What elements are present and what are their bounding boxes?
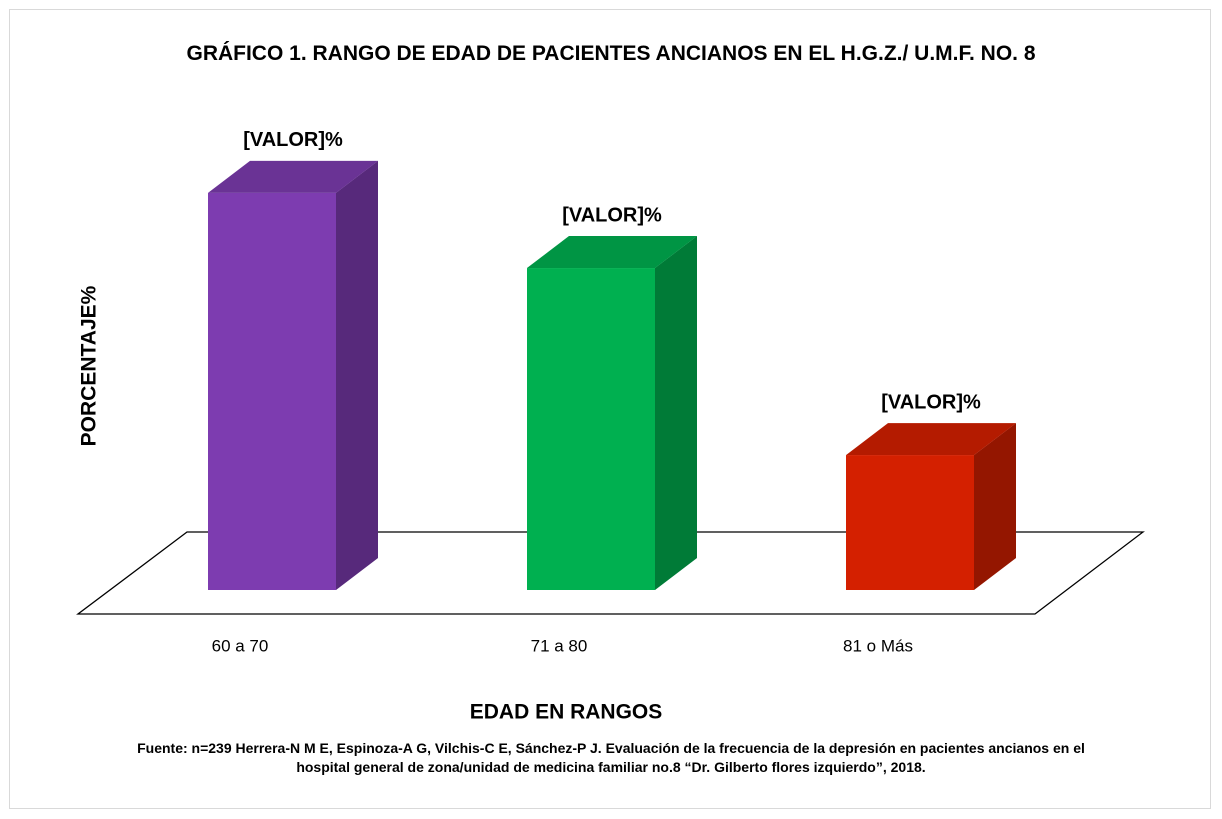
bar-top-shade — [846, 423, 1016, 456]
x-tick-label: 81 o Más — [843, 636, 913, 655]
bar-side — [336, 160, 378, 590]
x-tick-label: 71 a 80 — [531, 636, 588, 655]
bar-top — [208, 160, 378, 193]
data-label: [VALOR]% — [562, 204, 662, 226]
chart-title: GRÁFICO 1. RANGO DE EDAD DE PACIENTES AN… — [186, 42, 1036, 65]
bar-side-shade — [655, 236, 697, 591]
bar-side-shade — [974, 423, 1016, 590]
bar-side — [655, 236, 697, 591]
data-label: [VALOR]% — [881, 391, 981, 413]
x-tick-label: 60 a 70 — [212, 636, 269, 655]
bar-top-shade — [208, 160, 378, 193]
bar-top-shade — [527, 236, 697, 269]
bar-side-shade — [336, 160, 378, 590]
bar — [846, 455, 974, 590]
bar-side — [974, 423, 1016, 590]
x-axis-title: EDAD EN RANGOS — [470, 701, 663, 724]
source-note: Fuente: n=239 Herrera-N M E, Espinoza-A … — [137, 740, 1085, 775]
bar-top — [527, 236, 697, 269]
chart-border — [9, 9, 1211, 809]
data-label: [VALOR]% — [243, 129, 343, 151]
bar-top — [846, 423, 1016, 456]
y-axis-title: PORCENTAJE% — [78, 285, 101, 446]
bar — [527, 268, 655, 590]
bar — [208, 192, 336, 590]
